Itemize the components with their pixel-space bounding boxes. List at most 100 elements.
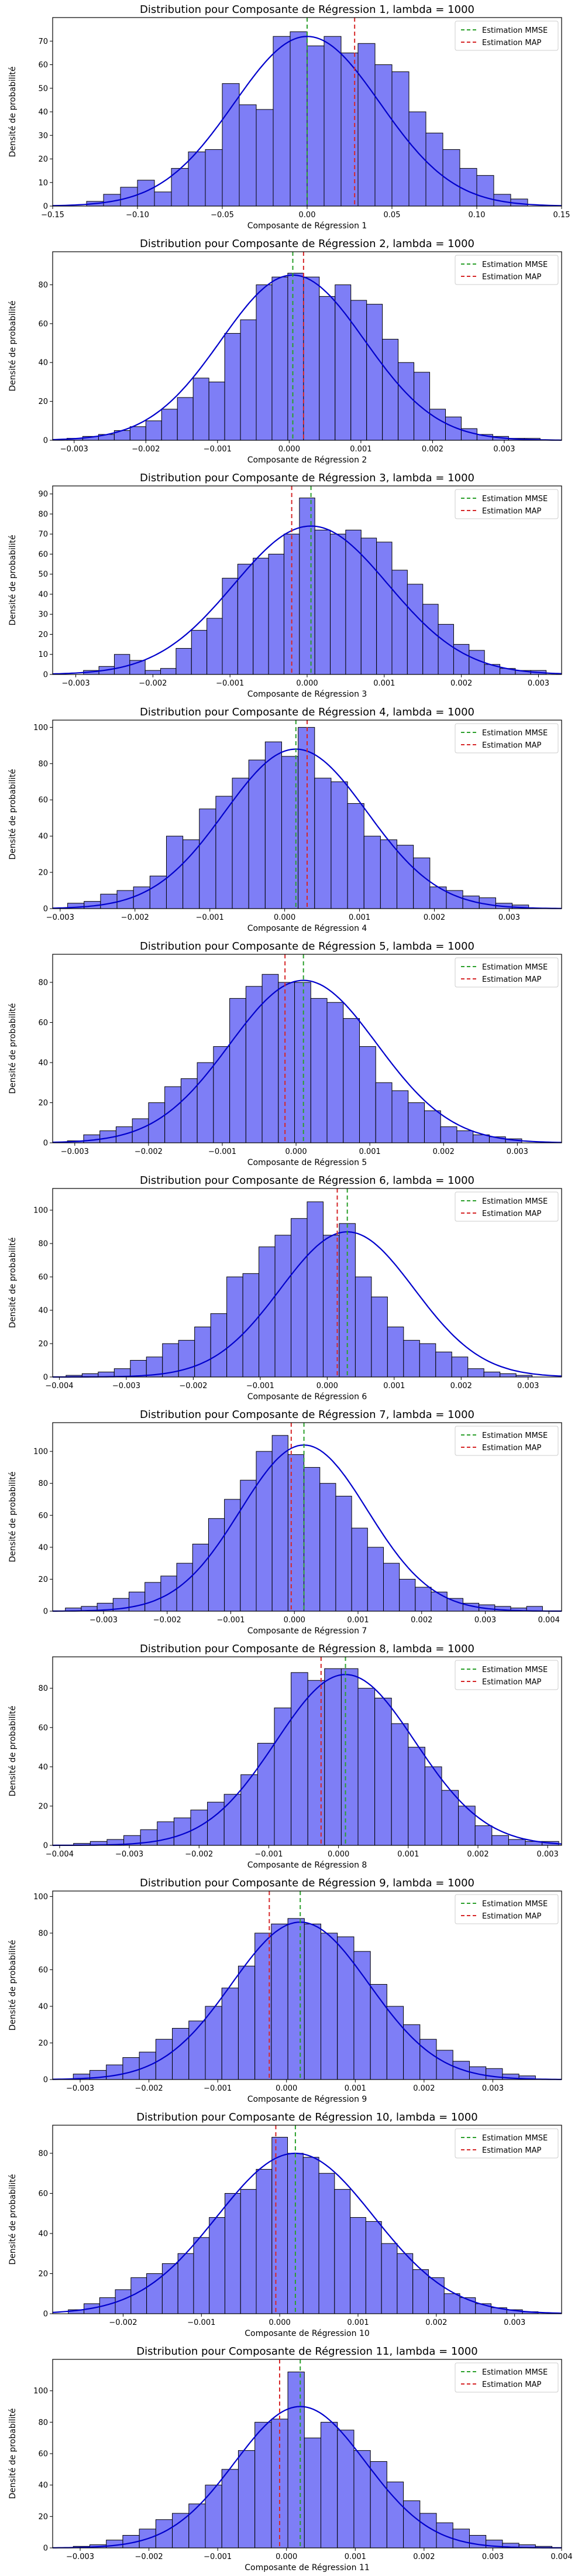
- histogram-bar: [191, 630, 208, 675]
- histogram-bar: [459, 2297, 476, 2314]
- histogram-bar: [500, 1373, 517, 1378]
- y-tick-label: 40: [38, 1059, 48, 1067]
- y-tick-label: 60: [38, 1724, 48, 1732]
- y-axis-label: Densité de probabilité: [8, 2174, 18, 2265]
- legend-map-label: Estimation MAP: [482, 39, 541, 47]
- x-tick-label: −0.001: [208, 1147, 236, 1156]
- histogram-bar: [326, 1002, 344, 1143]
- histogram-bars: [66, 1201, 533, 1378]
- y-tick-label: 0: [43, 437, 48, 446]
- histogram-bar: [391, 570, 408, 675]
- histogram-bar: [240, 1774, 258, 1846]
- y-tick-label: 20: [38, 2270, 48, 2279]
- y-tick-label: 80: [38, 760, 48, 769]
- histogram-bar: [148, 1102, 166, 1143]
- x-tick-label: 0.001: [359, 1147, 381, 1156]
- x-tick-label: 0.003: [482, 2553, 504, 2561]
- histogram-bar: [334, 2189, 351, 2314]
- histogram-bar: [452, 2529, 470, 2548]
- histogram-bar: [188, 2503, 206, 2548]
- legend-box: [455, 957, 559, 988]
- histogram-bar: [100, 893, 118, 909]
- histogram-bar: [452, 2061, 470, 2080]
- axes-frame: [52, 720, 562, 909]
- legend-mmse-label: Estimation MMSE: [482, 2368, 548, 2377]
- histogram-bar: [367, 1547, 384, 1612]
- legend: Estimation MMSE Estimation MAP: [455, 2128, 559, 2159]
- histogram-bar: [180, 1078, 198, 1143]
- histogram-bar: [224, 1499, 241, 1612]
- y-tick-label: 60: [38, 1966, 48, 1975]
- x-axis-label: Composante de Régression 7: [247, 1626, 367, 1636]
- x-tick-label: 0.002: [413, 2084, 435, 2093]
- histogram-bar: [271, 276, 288, 441]
- y-tick-label: 20: [38, 1802, 48, 1811]
- histogram-bar: [359, 1046, 376, 1143]
- histogram-bar: [413, 857, 431, 909]
- x-tick-label: −0.05: [211, 211, 234, 220]
- histogram-bar: [307, 45, 325, 207]
- histogram-bar: [459, 168, 477, 207]
- y-tick-label: 20: [38, 2513, 48, 2522]
- histogram-bar: [398, 362, 415, 441]
- histogram-bar: [271, 1923, 288, 2080]
- legend: Estimation MMSE Estimation MAP: [455, 1894, 559, 1924]
- y-tick-label: 80: [38, 1929, 48, 1938]
- histogram-bar: [424, 1110, 441, 1143]
- legend-map-label: Estimation MAP: [482, 507, 541, 516]
- legend-box: [455, 255, 559, 285]
- histogram-bar: [120, 187, 138, 207]
- y-tick-label: 0: [43, 2076, 48, 2085]
- x-tick-label: −0.003: [61, 1147, 89, 1156]
- x-tick-label: 0.000: [276, 2553, 297, 2561]
- y-tick-label: 60: [38, 2190, 48, 2198]
- y-tick-label: 20: [38, 398, 48, 406]
- y-tick-label: 80: [38, 2419, 48, 2427]
- x-tick-label: 0.000: [328, 1850, 349, 1859]
- y-tick-label: 100: [33, 724, 48, 732]
- chart-panel-5: Distribution pour Composante de Régressi…: [8, 940, 562, 1167]
- x-tick-label: 0.002: [425, 2318, 447, 2327]
- y-axis-label: Densité de probabilité: [8, 2409, 18, 2499]
- y-tick-label: 100: [33, 1893, 48, 1902]
- kde-curve: [52, 1674, 562, 1847]
- legend-mmse-label: Estimation MMSE: [482, 495, 548, 503]
- x-axis-label: Composante de Régression 11: [245, 2563, 370, 2572]
- histogram-bar: [335, 1496, 352, 1612]
- histogram-bar: [130, 1360, 147, 1378]
- y-tick-label: 60: [38, 1019, 48, 1027]
- histogram-bar: [365, 2221, 382, 2314]
- kde-curve: [52, 274, 562, 441]
- x-tick-label: 0.000: [276, 2084, 297, 2093]
- legend: Estimation MMSE Estimation MAP: [455, 1426, 559, 1456]
- histogram-bar: [256, 2169, 273, 2314]
- histogram-bar: [469, 2535, 487, 2548]
- x-tick-label: 0.002: [450, 1382, 472, 1390]
- y-tick-label: 30: [38, 611, 48, 619]
- histogram-bar: [287, 1918, 305, 2080]
- histogram-bar: [205, 2485, 222, 2548]
- histogram-bar: [256, 109, 274, 207]
- histogram-bar: [299, 498, 315, 675]
- x-tick-label: 0.003: [537, 1850, 559, 1859]
- y-tick-label: 40: [38, 2481, 48, 2490]
- x-tick-label: −0.002: [153, 1616, 181, 1625]
- y-tick-label: 20: [38, 869, 48, 878]
- chart-title: Distribution pour Composante de Régressi…: [140, 472, 474, 484]
- histogram-bar: [188, 151, 206, 207]
- histogram-bar: [298, 727, 315, 909]
- histogram-bar: [456, 1130, 474, 1143]
- histogram-bar: [161, 2263, 178, 2314]
- y-tick-label: 100: [33, 1207, 48, 1215]
- x-tick-label: −0.002: [135, 1147, 163, 1156]
- histogram-bar: [345, 529, 362, 675]
- histogram-bar: [271, 2137, 288, 2314]
- histogram-bar: [207, 1801, 225, 1846]
- histogram-bar: [419, 2039, 437, 2080]
- y-tick-label: 10: [38, 179, 48, 187]
- histogram-bar: [237, 564, 254, 675]
- y-tick-label: 60: [38, 1273, 48, 1282]
- x-tick-label: 0.000: [296, 679, 318, 688]
- histogram-bar: [314, 777, 332, 909]
- histogram-bar: [161, 409, 178, 441]
